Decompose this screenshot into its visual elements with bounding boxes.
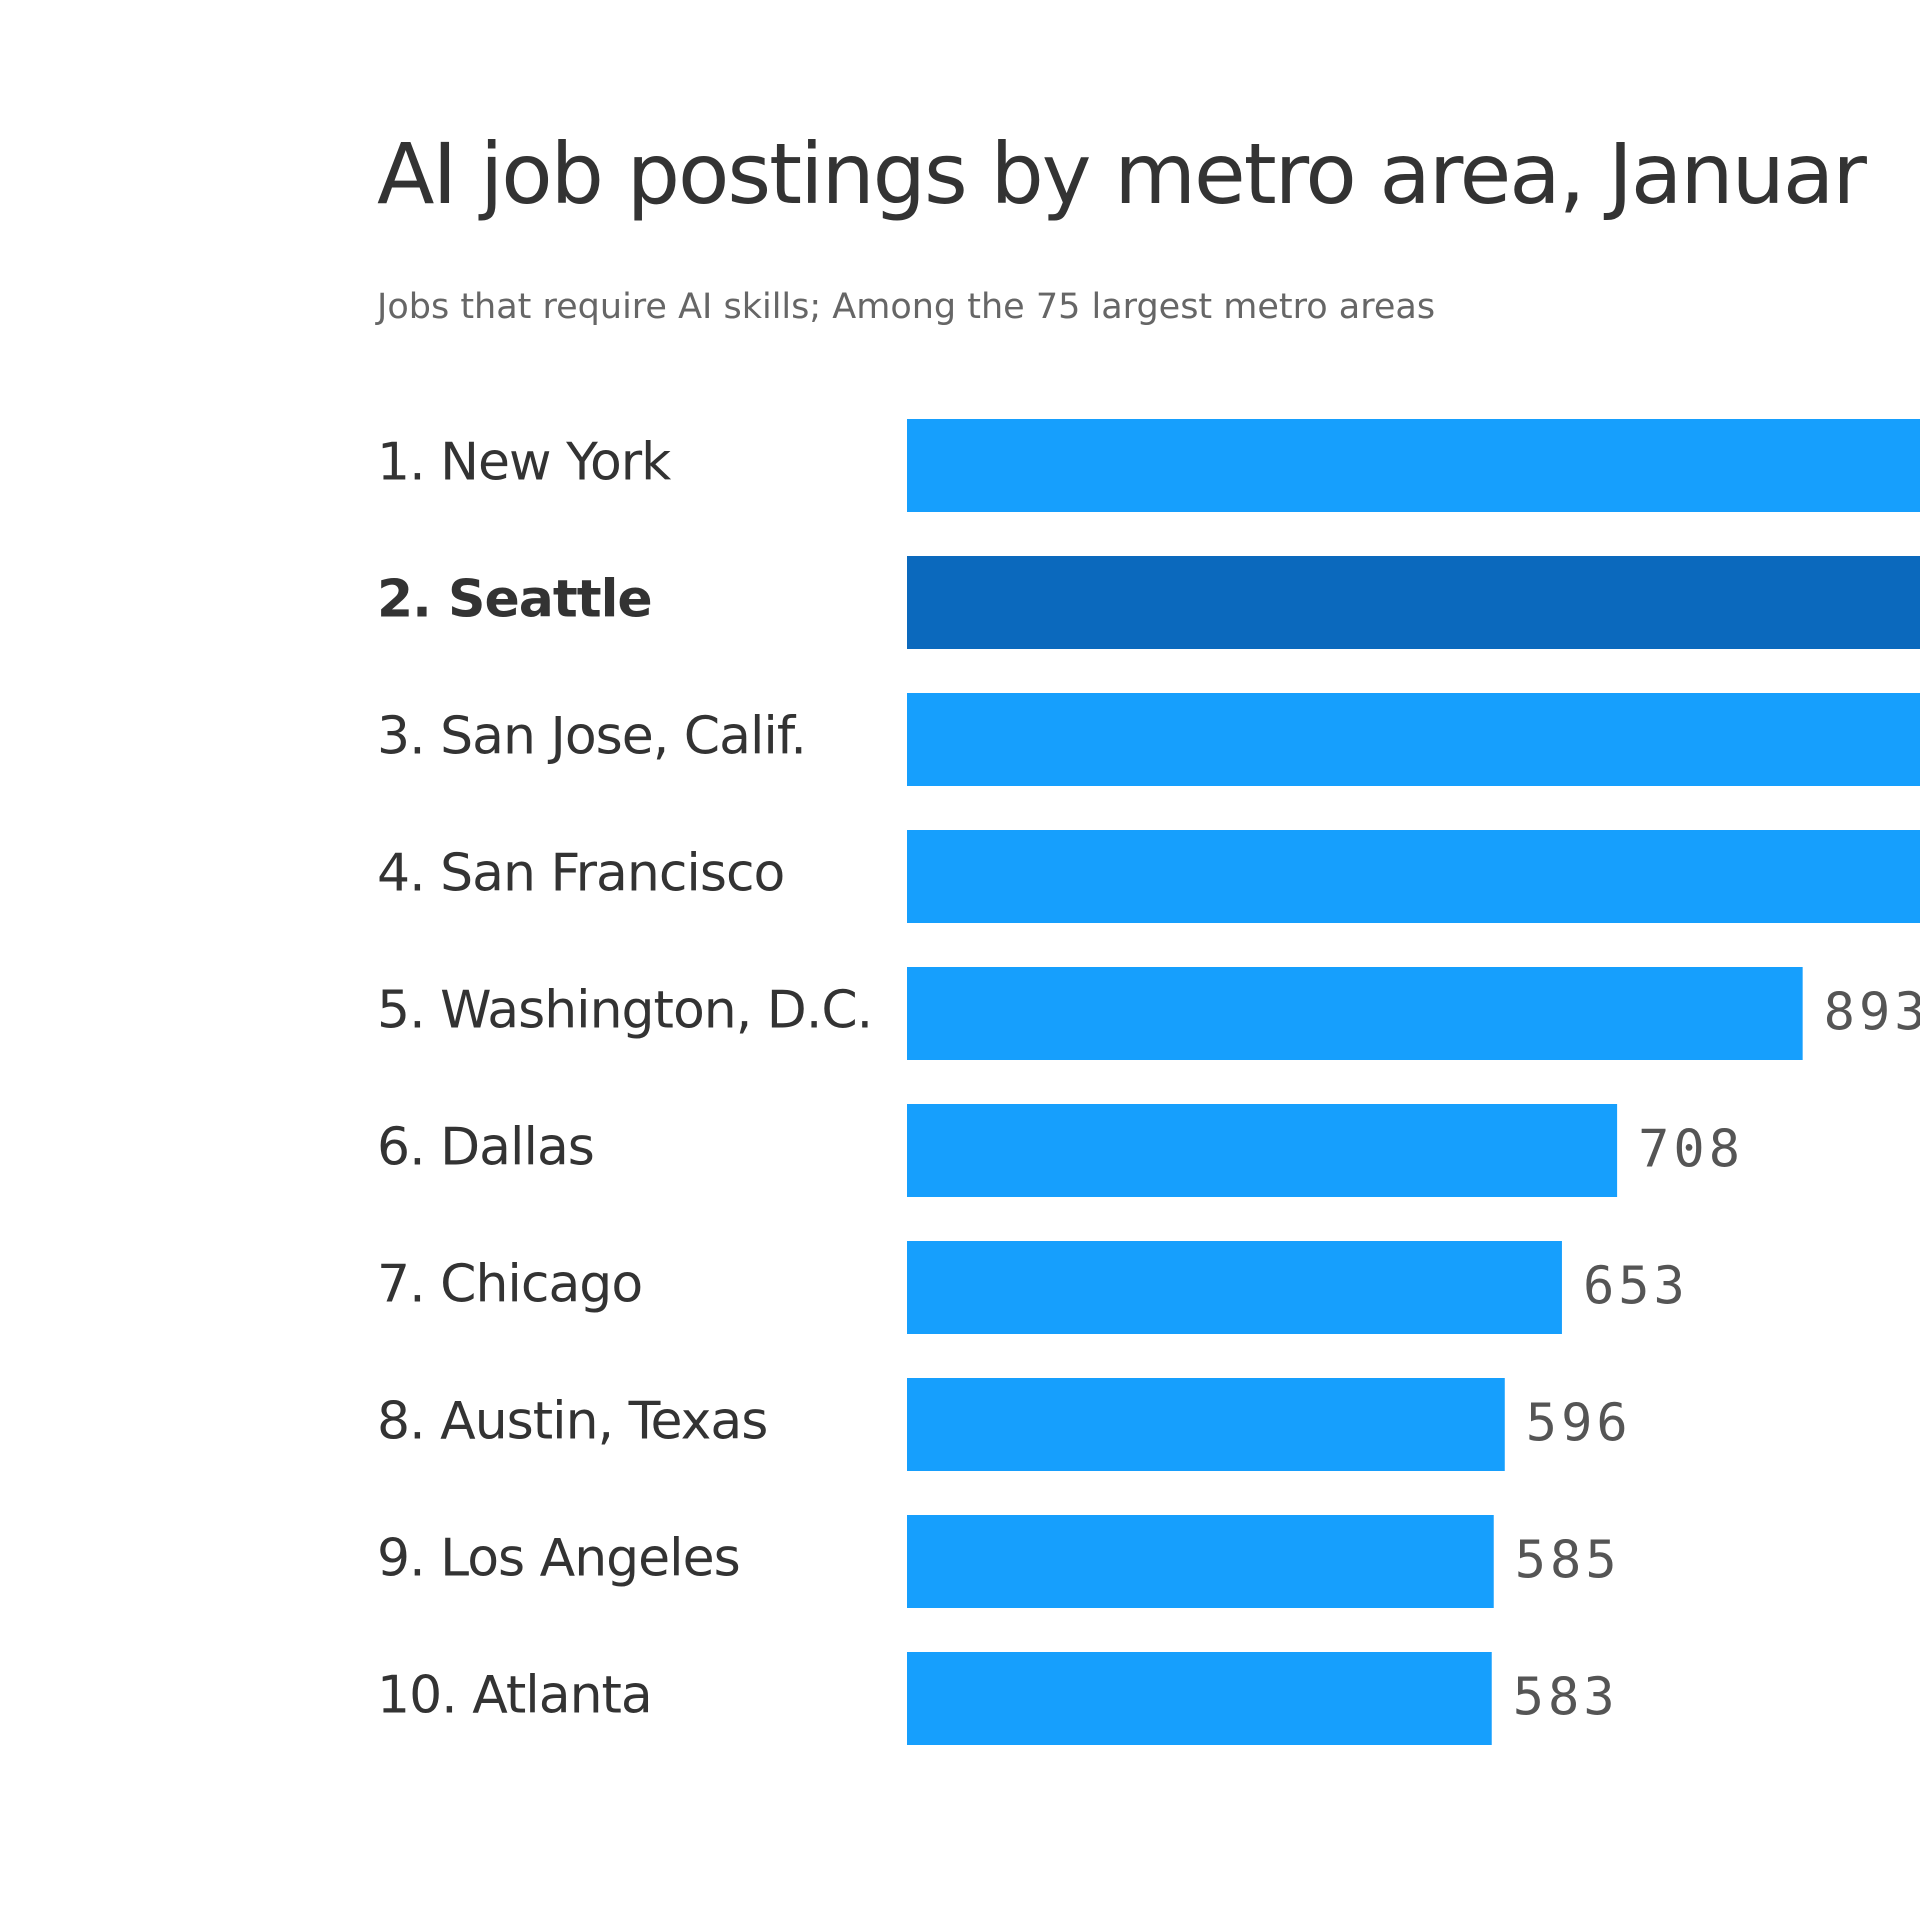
value-label: 708: [1638, 1120, 1744, 1180]
value-label: 596: [1526, 1394, 1632, 1454]
value-label: 893: [1824, 983, 1920, 1043]
category-label: 1. New York: [377, 433, 671, 493]
chart-title: AI job postings by metro area, Januar: [377, 125, 1867, 223]
category-label: 10. Atlanta: [377, 1666, 652, 1726]
category-label: 9. Los Angeles: [377, 1529, 740, 1589]
value-label: 653: [1583, 1257, 1689, 1317]
bar: [907, 1104, 1618, 1197]
category-label: 6. Dallas: [377, 1118, 594, 1178]
bar: [907, 419, 1920, 512]
bar: [907, 830, 1920, 923]
value-label: 583: [1513, 1668, 1619, 1728]
bar: [907, 1241, 1562, 1334]
category-label: 8. Austin, Texas: [377, 1392, 767, 1452]
bar: [907, 693, 1920, 786]
bar: [907, 967, 1803, 1060]
category-label: 4. San Francisco: [377, 844, 784, 904]
bar: [907, 1515, 1494, 1608]
bar: [907, 1378, 1505, 1471]
category-label: 3. San Jose, Calif.: [377, 707, 806, 767]
category-label: 7. Chicago: [377, 1255, 642, 1315]
chart-subtitle: Jobs that require AI skills; Among the 7…: [375, 287, 1435, 327]
category-label: 2. Seattle: [377, 570, 652, 630]
bar: [907, 1652, 1492, 1745]
bar: [907, 556, 1920, 649]
value-label: 585: [1515, 1531, 1621, 1591]
category-label: 5. Washington, D.C.: [377, 981, 872, 1041]
